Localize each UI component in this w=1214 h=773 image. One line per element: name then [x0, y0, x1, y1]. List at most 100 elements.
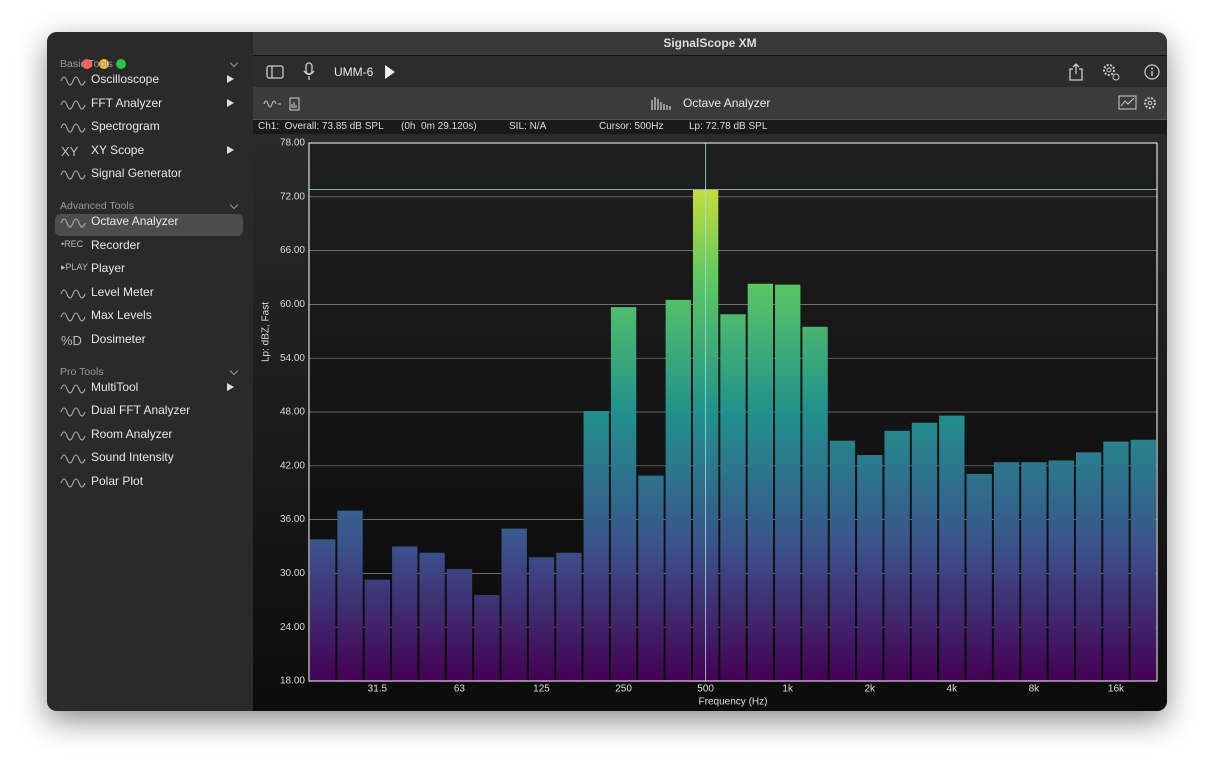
bar	[775, 284, 801, 681]
bar	[939, 415, 965, 681]
menu-item[interactable]: FFT Analyzer	[91, 95, 163, 110]
bar	[1130, 439, 1156, 681]
bar	[392, 546, 418, 681]
bar	[665, 299, 691, 681]
y-tick-label: 42.00	[280, 460, 305, 471]
x-tick-label: 16k	[1108, 684, 1125, 695]
section-header: Pro Tools	[60, 365, 104, 378]
menu-item[interactable]: Signal Generator	[91, 166, 182, 180]
menu-item[interactable]: Sound Intensity	[91, 450, 174, 464]
x-axis-label: Frequency (Hz)	[699, 697, 768, 708]
settings-button[interactable]	[1101, 62, 1121, 82]
section-chevron	[229, 366, 239, 375]
panel-icon	[651, 97, 671, 110]
menu-item[interactable]: Dosimeter	[91, 331, 146, 346]
bar	[1075, 452, 1102, 681]
menu-item[interactable]: Dual FFT Analyzer	[91, 403, 191, 417]
bar	[829, 440, 856, 681]
x-tick-label: 4k	[947, 684, 959, 695]
x-tick-label: 2k	[864, 684, 876, 695]
sidebar-toggle[interactable]	[266, 64, 284, 80]
play-button[interactable]	[383, 64, 397, 80]
menu-item[interactable]: Level Meter	[91, 284, 154, 299]
section-chevron	[229, 58, 239, 68]
menu-item[interactable]: Max Levels	[91, 308, 152, 322]
bar	[911, 422, 938, 681]
bar	[337, 510, 363, 681]
status-bar: Ch1: Overall: 73.85 dB SPL (0h 0m 29.120s…	[253, 120, 1167, 135]
menu-item[interactable]: XY Scope	[91, 142, 145, 157]
section-chevron	[229, 200, 239, 210]
bar	[884, 430, 910, 681]
window: Basic Tools Oscilloscope FFT Analyzer Spect…	[47, 32, 1167, 711]
y-tick-label: 48.00	[280, 407, 305, 418]
mic-icon[interactable]	[302, 62, 316, 82]
y-axis-label: Lp: dBZ, Fast	[261, 302, 272, 362]
toolbar: UMM-6	[253, 56, 1167, 87]
item-icon-text: ▸PLAY	[61, 262, 88, 272]
panel-header: Octave Analyzer	[253, 87, 1167, 120]
submenu-arrow	[227, 98, 234, 107]
x-tick-label: 250	[615, 684, 632, 695]
bar	[310, 539, 336, 681]
chart: 18.00 24.00 30.00 36.00 42.00 48.00 54.00 60.00…	[253, 134, 1167, 711]
bar	[528, 557, 555, 681]
bar	[638, 475, 664, 681]
x-tick-label: 31.5	[368, 684, 388, 695]
menu-item[interactable]: Polar Plot	[91, 473, 144, 488]
bar	[501, 528, 527, 681]
bar	[720, 314, 746, 681]
menu-item[interactable]: MultiTool	[91, 379, 139, 394]
status-text: Lp: 72.78 dB SPL	[689, 121, 768, 132]
submenu-arrow	[227, 145, 234, 154]
item-icon	[60, 312, 86, 322]
share-button[interactable]	[1068, 62, 1084, 82]
item-icon-text: •REC	[61, 238, 84, 249]
panel-title: Octave Analyzer	[683, 96, 771, 110]
item-icon	[60, 76, 86, 86]
status-text: Ch1: Overall: 73.85 dB SPL	[258, 121, 384, 132]
x-tick-label: 1k	[782, 684, 794, 695]
y-tick-label: 18.00	[280, 676, 305, 687]
bar	[364, 579, 391, 681]
menu-item[interactable]: Recorder	[91, 237, 141, 252]
submenu-arrow	[227, 75, 234, 83]
item-icon	[60, 218, 86, 228]
bar	[747, 283, 774, 681]
panel-options[interactable]	[1118, 95, 1158, 111]
section-header: Basic Tools	[60, 58, 113, 70]
bar	[857, 455, 883, 681]
traffic-lights[interactable]	[55, 40, 132, 94]
item-icon	[60, 407, 86, 417]
menu-item[interactable]: Room Analyzer	[91, 426, 173, 441]
section-header: Advanced Tools	[60, 200, 134, 212]
item-icon	[60, 383, 86, 394]
y-tick-label: 36.00	[280, 514, 305, 525]
bar	[1103, 441, 1129, 681]
bar	[419, 552, 445, 681]
item-icon	[60, 170, 86, 180]
bar	[1021, 462, 1047, 681]
item-icon	[60, 430, 86, 441]
window-title: SignalScope XM	[663, 36, 757, 50]
info-button[interactable]	[1144, 64, 1160, 80]
menu-item[interactable]: Player	[91, 261, 126, 275]
bar	[966, 473, 992, 681]
menu-item[interactable]: Octave Analyzer	[91, 214, 179, 228]
menu-item[interactable]: Oscilloscope	[91, 72, 160, 86]
selection-highlight	[55, 214, 243, 236]
panel-tools[interactable]	[263, 97, 303, 111]
item-icon	[60, 123, 86, 133]
y-tick-label: 54.00	[280, 353, 305, 364]
x-tick-label: 63	[454, 684, 466, 695]
device-name[interactable]: UMM-6	[334, 65, 374, 79]
bar	[474, 594, 500, 681]
bar	[802, 326, 828, 681]
item-icon	[60, 288, 86, 299]
menu-item[interactable]: Spectrogram	[91, 119, 160, 133]
submenu-arrow	[227, 382, 234, 391]
item-icon-text: XY	[61, 143, 79, 159]
y-tick-label: 24.00	[280, 622, 305, 633]
item-icon	[60, 477, 86, 488]
status-text: SIL: N/A	[509, 121, 547, 132]
